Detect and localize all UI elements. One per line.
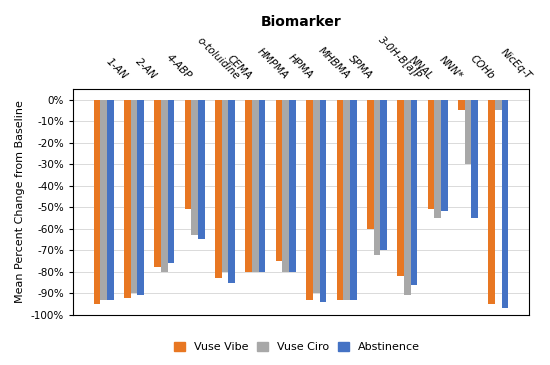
- Bar: [428, 100, 435, 210]
- Bar: [495, 100, 502, 110]
- Bar: [222, 100, 228, 272]
- Bar: [465, 100, 471, 164]
- Bar: [252, 100, 259, 272]
- Bar: [168, 100, 174, 263]
- Bar: [441, 100, 448, 211]
- Bar: [373, 100, 380, 254]
- Y-axis label: Mean Percent Change from Baseline: Mean Percent Change from Baseline: [15, 100, 25, 303]
- Bar: [434, 100, 441, 218]
- Bar: [337, 100, 343, 300]
- Bar: [502, 100, 508, 308]
- Bar: [228, 100, 235, 283]
- Bar: [259, 100, 266, 272]
- Bar: [320, 100, 326, 302]
- Bar: [245, 100, 252, 272]
- Bar: [107, 100, 114, 300]
- Bar: [350, 100, 356, 300]
- Bar: [306, 100, 313, 300]
- Bar: [185, 100, 191, 210]
- Bar: [313, 100, 320, 293]
- Bar: [471, 100, 478, 218]
- Bar: [191, 100, 198, 235]
- Bar: [367, 100, 373, 229]
- Bar: [458, 100, 465, 110]
- Bar: [380, 100, 387, 250]
- Bar: [276, 100, 283, 261]
- Bar: [124, 100, 131, 297]
- Bar: [411, 100, 417, 285]
- Bar: [215, 100, 222, 278]
- Bar: [155, 100, 161, 268]
- Bar: [488, 100, 495, 304]
- Legend: Vuse Vibe, Vuse Ciro, Abstinence: Vuse Vibe, Vuse Ciro, Abstinence: [170, 339, 424, 356]
- Bar: [397, 100, 404, 276]
- Bar: [343, 100, 350, 300]
- Bar: [100, 100, 107, 300]
- Bar: [198, 100, 205, 239]
- Bar: [138, 100, 144, 295]
- Bar: [161, 100, 168, 272]
- X-axis label: Biomarker: Biomarker: [261, 15, 342, 29]
- Bar: [404, 100, 411, 295]
- Bar: [131, 100, 138, 293]
- Bar: [289, 100, 296, 272]
- Bar: [94, 100, 100, 304]
- Bar: [283, 100, 289, 272]
